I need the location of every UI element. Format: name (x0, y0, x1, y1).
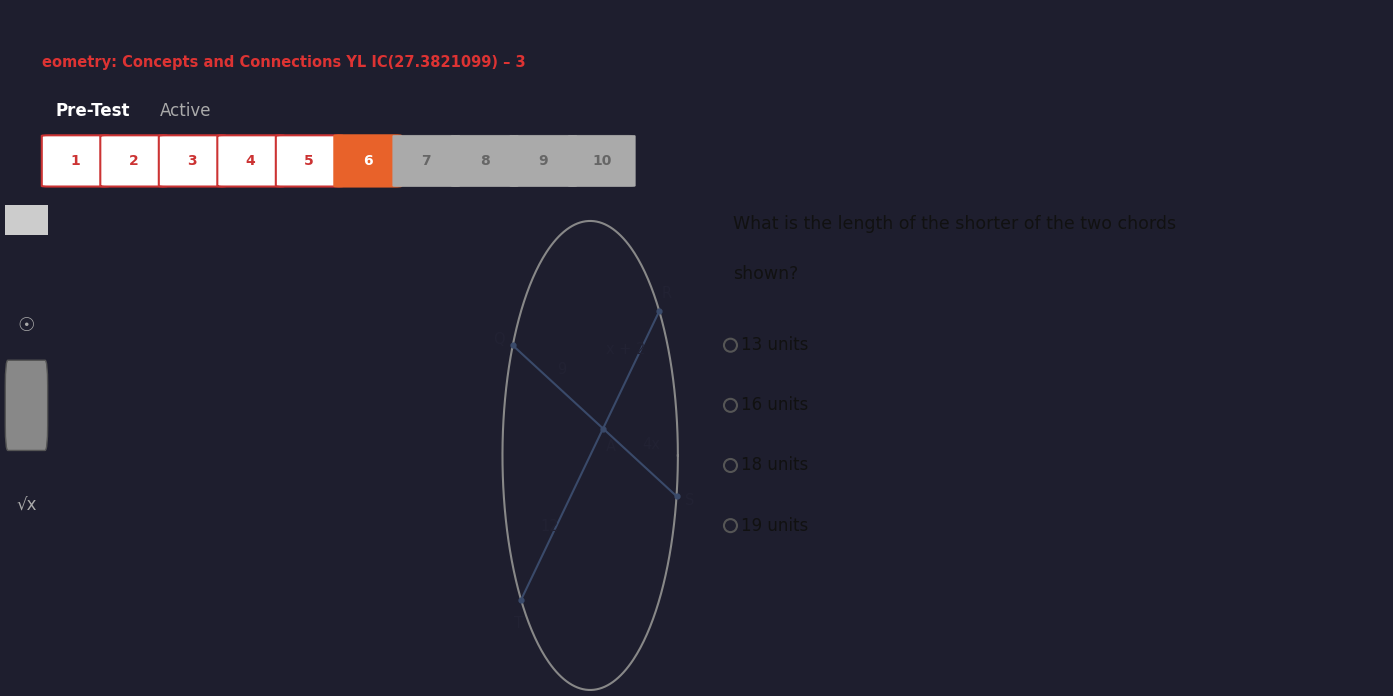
Text: shown?: shown? (733, 265, 798, 283)
Text: 3: 3 (188, 154, 196, 168)
Text: eometry: Concepts and Connections YL IC(27.3821099) – 3: eometry: Concepts and Connections YL IC(… (42, 55, 525, 70)
FancyBboxPatch shape (276, 135, 343, 187)
Text: S: S (684, 493, 694, 507)
FancyBboxPatch shape (393, 135, 460, 187)
Text: Pre-Test: Pre-Test (56, 102, 130, 120)
Text: x + 2: x + 2 (606, 342, 646, 357)
Text: Q: Q (493, 332, 504, 347)
Text: 13 units: 13 units (741, 336, 808, 354)
Text: 7: 7 (422, 154, 430, 168)
Text: 19 units: 19 units (741, 516, 808, 535)
Text: 4x: 4x (642, 437, 660, 452)
Text: 12: 12 (540, 519, 559, 535)
Text: 18 units: 18 units (741, 457, 808, 475)
Text: √x: √x (17, 496, 36, 514)
FancyBboxPatch shape (334, 135, 401, 187)
FancyBboxPatch shape (217, 135, 284, 187)
Text: 2: 2 (130, 154, 138, 168)
FancyBboxPatch shape (6, 361, 47, 450)
Text: 8: 8 (481, 154, 489, 168)
Text: R: R (662, 286, 671, 301)
Text: 10: 10 (592, 154, 612, 168)
Text: 16 units: 16 units (741, 396, 808, 414)
Text: T: T (514, 616, 524, 631)
Text: Active: Active (160, 102, 212, 120)
Text: ☉: ☉ (18, 316, 35, 335)
FancyBboxPatch shape (159, 135, 226, 187)
FancyBboxPatch shape (100, 135, 167, 187)
FancyBboxPatch shape (451, 135, 518, 187)
Text: 9: 9 (539, 154, 547, 168)
Polygon shape (6, 205, 47, 235)
Text: 9: 9 (557, 362, 567, 377)
FancyBboxPatch shape (510, 135, 577, 187)
Text: 6: 6 (364, 154, 372, 168)
Text: 1: 1 (71, 154, 79, 168)
Text: 5: 5 (305, 154, 313, 168)
Text: 4: 4 (247, 154, 255, 168)
Text: What is the length of the shorter of the two chords: What is the length of the shorter of the… (733, 215, 1176, 233)
FancyBboxPatch shape (42, 135, 109, 187)
Text: A: A (606, 438, 616, 454)
FancyBboxPatch shape (568, 135, 635, 187)
